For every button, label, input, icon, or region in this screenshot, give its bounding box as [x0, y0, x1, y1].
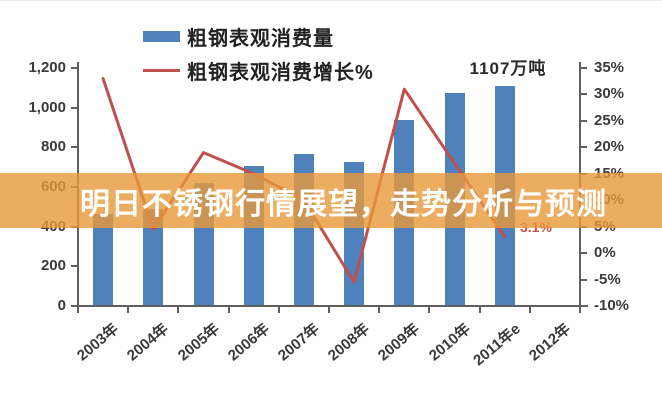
x-tick	[478, 307, 481, 313]
x-tick	[328, 307, 330, 313]
y-tick	[71, 106, 78, 109]
legend-label: 粗钢表观消费量	[187, 27, 334, 50]
y-axis-label: 30%	[594, 85, 625, 103]
headline-banner: 明日不锈钢行情展望，走势分析与预测	[0, 173, 662, 228]
x-tick	[177, 307, 180, 313]
x-tick	[277, 307, 280, 313]
x-tick	[227, 307, 230, 313]
y-axis-label: -5%	[594, 270, 621, 288]
x-axis	[74, 305, 588, 307]
y-axis-label: 0	[57, 297, 66, 314]
y-tick	[580, 67, 587, 69]
y-tick	[580, 119, 587, 122]
bar-value-callout: 1107万吨	[469, 59, 547, 78]
y-tick	[71, 265, 78, 268]
y-tick	[580, 146, 587, 149]
x-tick	[378, 307, 381, 313]
x-tick	[579, 307, 581, 313]
y-axis-label: 35%	[594, 59, 625, 76]
bar	[93, 213, 114, 306]
y-tick	[580, 305, 587, 307]
y-tick	[580, 278, 587, 281]
legend-label: 粗钢表观消费增长%	[187, 61, 374, 84]
legend: 粗钢表观消费量 粗钢表观消费增长%	[143, 23, 374, 91]
y-axis-label: 20%	[594, 138, 625, 156]
y-tick	[580, 93, 587, 96]
y-tick	[71, 67, 78, 69]
legend-item-growth: 粗钢表观消费增长%	[143, 57, 374, 84]
x-tick	[77, 307, 79, 313]
y-axis-label: 1,200	[28, 59, 66, 76]
y-axis-label: 25%	[594, 111, 625, 129]
y-tick	[71, 305, 78, 307]
legend-item-consumption: 粗钢表观消费量	[143, 23, 374, 50]
y-axis-label: 200	[40, 257, 66, 275]
x-tick	[428, 307, 431, 313]
headline-text: 明日不锈钢行情展望，走势分析与预测	[80, 187, 607, 221]
y-axis-label: 0%	[594, 244, 616, 262]
bar	[143, 208, 164, 306]
y-axis-label: 1,000	[28, 98, 66, 116]
x-tick	[127, 307, 130, 313]
y-tick	[580, 252, 587, 255]
bar-series-swatch-icon	[143, 30, 180, 42]
line-series-swatch-icon	[143, 68, 180, 72]
y-axis-label: -10%	[594, 297, 630, 314]
x-tick	[528, 307, 531, 313]
y-tick	[71, 146, 78, 149]
y-axis-label: 800	[40, 138, 66, 156]
